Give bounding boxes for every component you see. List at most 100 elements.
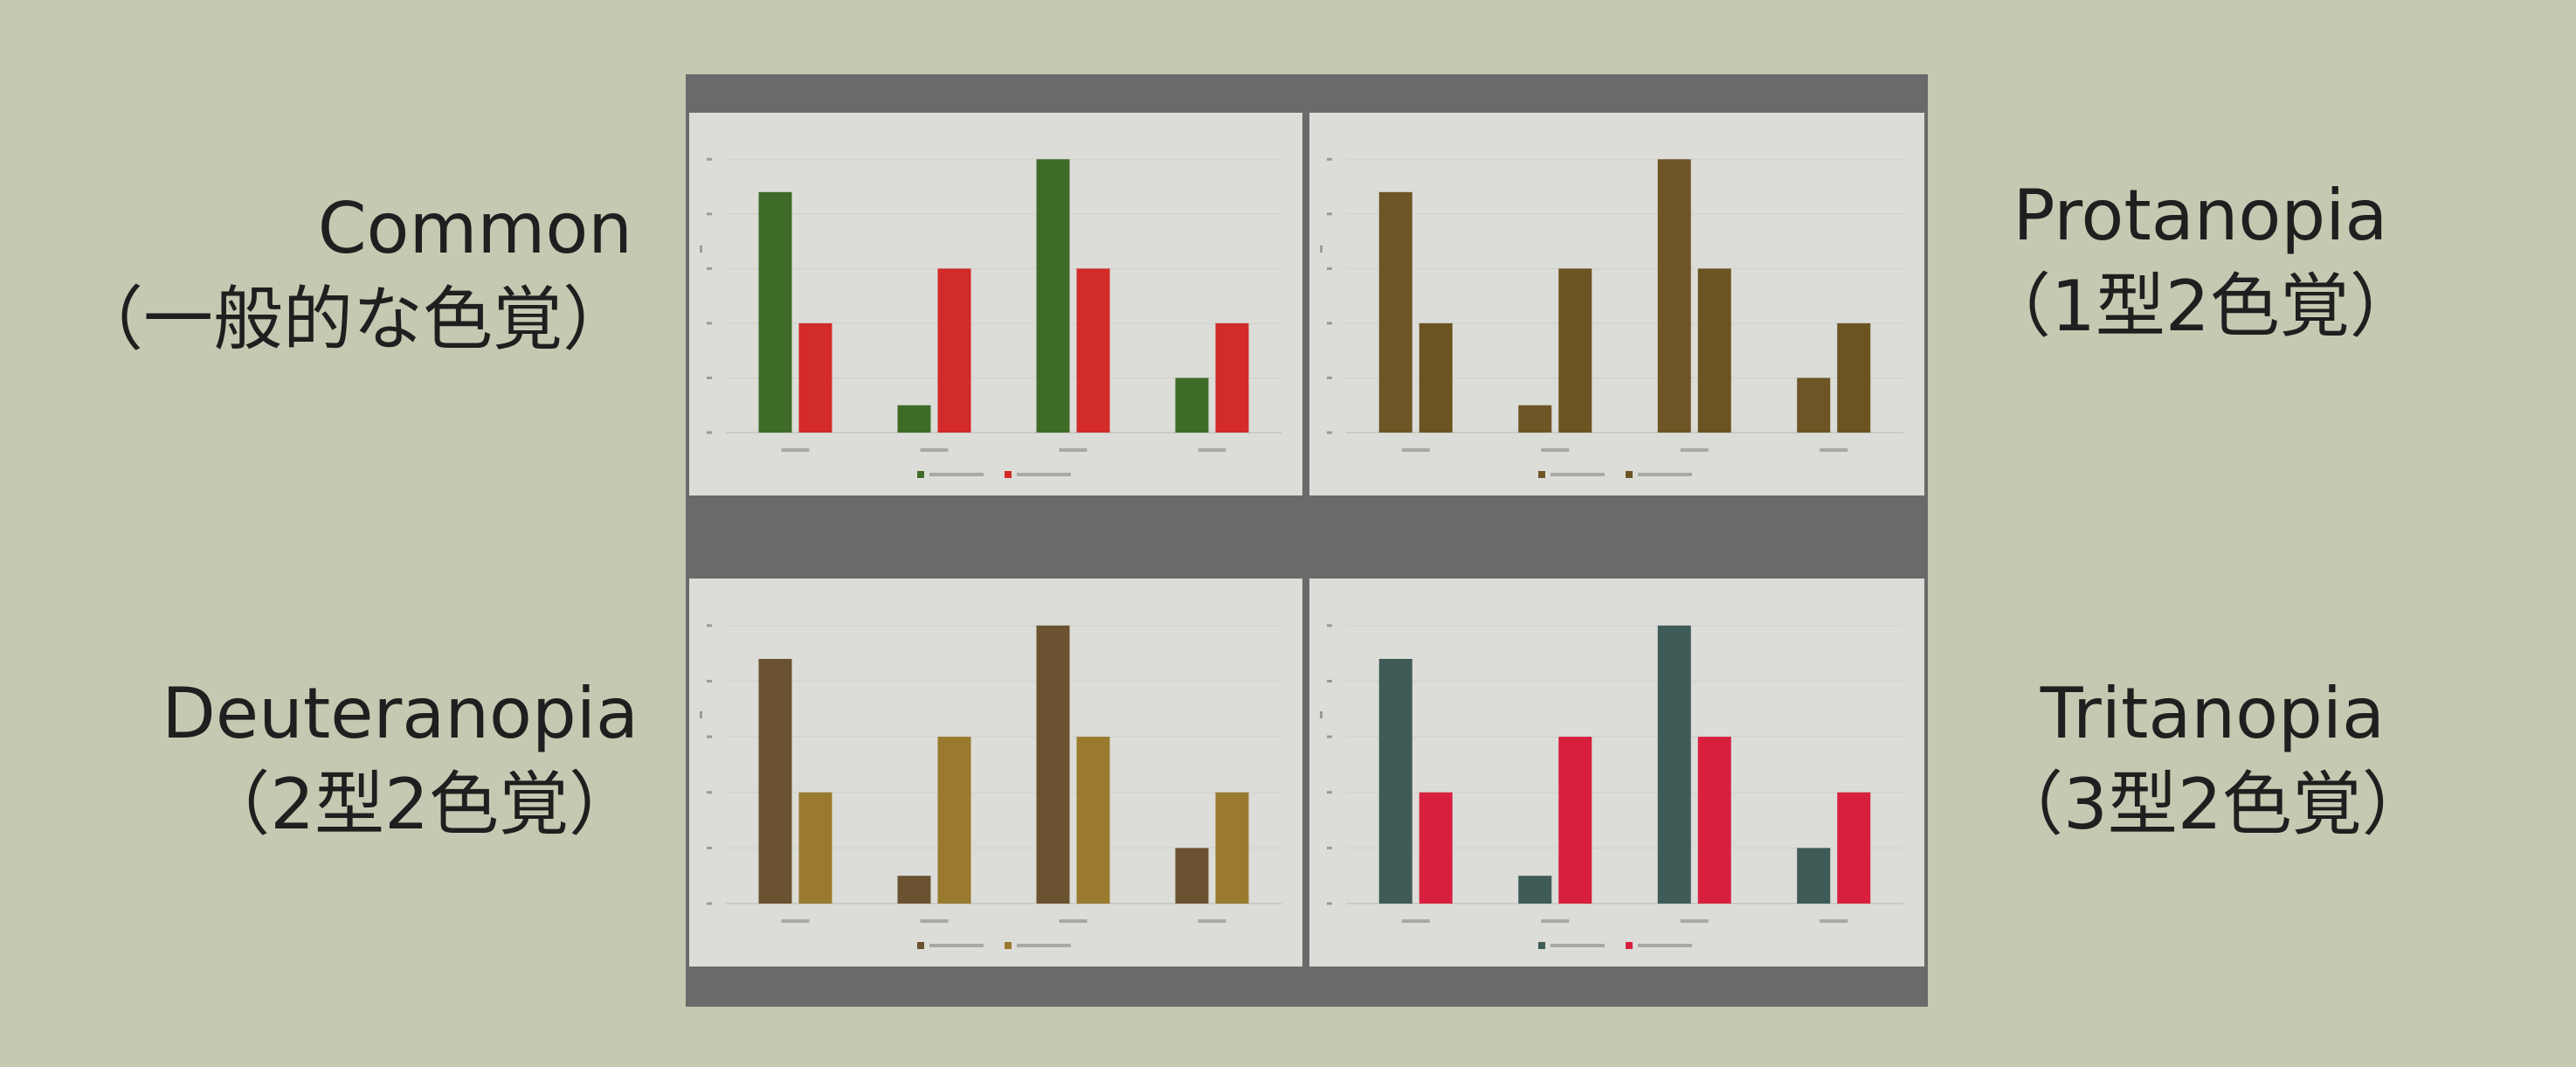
x-tick-label <box>1198 919 1226 923</box>
label-tritanopia-name: Tritanopia <box>2040 673 2386 754</box>
bar <box>1419 322 1453 433</box>
x-tick-label <box>1680 919 1709 923</box>
bar <box>1076 737 1110 904</box>
x-tick-label <box>920 919 949 923</box>
chart-panel-tritanopia <box>1309 579 1924 967</box>
bar <box>1837 322 1871 433</box>
y-tick-label <box>707 624 712 627</box>
bar <box>798 792 832 904</box>
chart-panel-deuteranopia <box>689 579 1302 967</box>
label-deuteranopia: Deuteranopia （2型2色覚） <box>162 669 639 850</box>
x-tick-label <box>1059 919 1088 923</box>
legend-entry <box>929 944 984 947</box>
legend-entry <box>1550 944 1605 947</box>
bar <box>798 322 832 433</box>
y-axis-label <box>700 711 702 718</box>
label-common-name: Common <box>317 188 632 269</box>
y-tick-label <box>707 735 712 738</box>
bar <box>1175 848 1209 904</box>
bar <box>1215 322 1249 433</box>
y-tick-label <box>707 212 712 216</box>
label-deuteranopia-name: Deuteranopia <box>162 673 639 754</box>
legend-entry <box>1017 944 1071 947</box>
y-tick-label <box>1327 791 1332 794</box>
label-tritanopia: Tritanopia （3型2色覚） <box>1993 669 2432 850</box>
x-tick-label <box>1059 448 1088 452</box>
y-tick-label <box>707 902 712 905</box>
bar <box>758 659 792 904</box>
bar <box>1518 876 1552 904</box>
bar <box>1558 268 1592 433</box>
bar <box>897 405 931 433</box>
bar <box>1378 659 1412 904</box>
x-tick-label <box>1198 448 1226 452</box>
legend-swatch <box>917 942 924 949</box>
bar <box>1518 405 1552 433</box>
y-tick-label <box>1327 267 1332 270</box>
legend-entry <box>1638 944 1692 947</box>
legend-swatch <box>1005 942 1012 949</box>
bar <box>937 737 971 904</box>
x-tick-label <box>1401 448 1430 452</box>
y-tick-label <box>707 322 712 325</box>
label-protanopia-name: Protanopia <box>2013 175 2388 256</box>
label-protanopia-sub: （1型2色覚） <box>1981 266 2420 347</box>
bar <box>937 268 971 433</box>
y-tick-label <box>1327 902 1332 905</box>
bar <box>1797 378 1831 433</box>
y-tick-label <box>1327 212 1332 216</box>
legend-swatch <box>1005 471 1012 478</box>
label-protanopia: Protanopia （1型2色覚） <box>1981 170 2420 352</box>
bar <box>1076 268 1110 433</box>
legend-swatch <box>1626 471 1633 478</box>
y-tick-label <box>1327 322 1332 325</box>
legend-entry <box>1638 473 1692 476</box>
x-tick-label <box>781 448 810 452</box>
x-tick-label <box>1541 919 1570 923</box>
y-tick-label <box>1327 735 1332 738</box>
y-tick-label <box>707 791 712 794</box>
x-tick-label <box>1820 448 1848 452</box>
legend-swatch <box>1626 942 1633 949</box>
bar <box>897 876 931 904</box>
y-tick-label <box>707 679 712 682</box>
y-tick-label <box>707 431 712 434</box>
y-tick-label <box>1327 624 1332 627</box>
y-tick-label <box>707 376 712 379</box>
y-tick-label <box>1327 431 1332 434</box>
y-tick-label <box>1327 376 1332 379</box>
x-tick-label <box>1680 448 1709 452</box>
x-tick-label <box>781 919 810 923</box>
bar <box>1419 792 1453 904</box>
chart-panel-protanopia <box>1309 113 1924 495</box>
legend-entry <box>1550 473 1605 476</box>
legend-swatch <box>1538 942 1545 949</box>
x-tick-label <box>920 448 949 452</box>
legend-swatch <box>917 471 924 478</box>
x-tick-label <box>1541 448 1570 452</box>
y-tick-label <box>707 267 712 270</box>
label-common: Common （一般的な色覚） <box>73 184 632 365</box>
bar <box>1657 625 1691 904</box>
bar <box>1697 737 1731 904</box>
legend-swatch <box>1538 471 1545 478</box>
bar <box>1175 378 1209 433</box>
y-tick-label <box>707 846 712 849</box>
bar <box>1558 737 1592 904</box>
y-tick-label <box>1327 679 1332 682</box>
y-tick-label <box>707 157 712 161</box>
chart-frame <box>686 74 1928 1007</box>
bar <box>1657 159 1691 433</box>
legend-entry <box>929 473 984 476</box>
y-axis-label <box>1320 711 1323 718</box>
label-common-sub: （一般的な色覚） <box>73 279 632 360</box>
y-axis-label <box>700 246 702 253</box>
y-axis-label <box>1320 246 1323 253</box>
bar <box>1697 268 1731 433</box>
bar <box>1215 792 1249 904</box>
bar <box>1837 792 1871 904</box>
y-tick-label <box>1327 157 1332 161</box>
x-tick-label <box>1401 919 1430 923</box>
label-tritanopia-sub: （3型2色覚） <box>1993 764 2432 845</box>
label-deuteranopia-sub: （2型2色覚） <box>200 764 639 845</box>
